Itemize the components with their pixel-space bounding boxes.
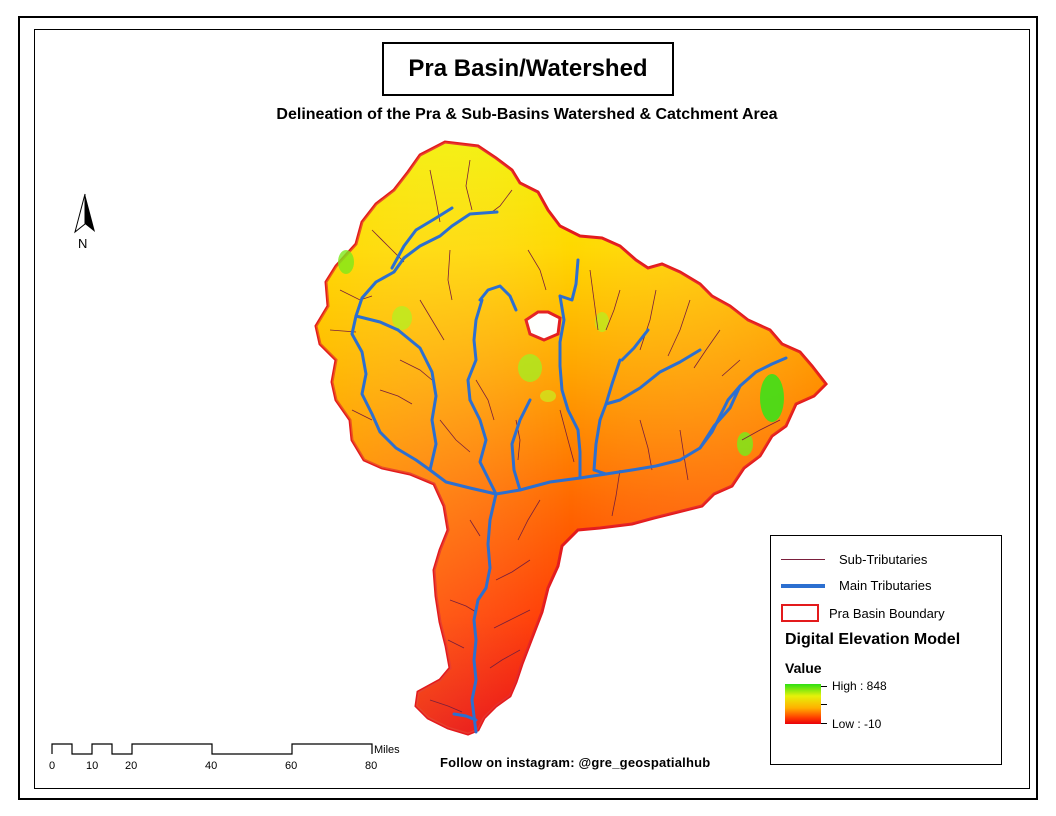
north-arrow-icon — [74, 193, 95, 234]
legend-dem-title: Digital Elevation Model — [785, 631, 961, 648]
ramp-tick-mid — [821, 704, 827, 705]
inner-map-frame — [34, 29, 1030, 789]
legend-item-sub-tributaries: Sub-Tributaries — [781, 552, 927, 567]
legend-label-boundary: Pra Basin Boundary — [829, 605, 945, 621]
outer-map-frame — [18, 16, 1038, 800]
legend-value-label: Value — [785, 660, 822, 676]
credit-text: Follow on instagram: @gre_geospatialhub — [440, 755, 711, 770]
ramp-tick-high — [821, 686, 827, 687]
sub-tributaries-swatch — [781, 559, 825, 560]
map-subtitle: Delineation of the Pra & Sub-Basins Wate… — [276, 106, 778, 123]
legend-item-main-tributaries: Main Tributaries — [781, 578, 931, 593]
scale-label-20: 20 — [125, 760, 138, 772]
legend-item-boundary: Pra Basin Boundary — [781, 604, 945, 622]
scale-label-80: 80 — [365, 760, 378, 772]
boundary-swatch — [781, 604, 819, 622]
map-title: Pra Basin/Watershed — [382, 42, 674, 96]
main-tributaries — [350, 206, 788, 734]
legend-low-label: Low : -10 — [832, 717, 882, 731]
scale-label-40: 40 — [205, 760, 218, 772]
legend-label-main-tributaries: Main Tributaries — [839, 578, 932, 593]
elevation-color-ramp — [785, 684, 821, 724]
legend-label-sub-tributaries: Sub-Tributaries — [839, 552, 928, 567]
scale-label-10: 10 — [86, 760, 99, 772]
scale-label-60: 60 — [285, 760, 298, 772]
north-label: N — [78, 236, 88, 251]
legend-high-label: High : 848 — [832, 679, 887, 693]
scale-label-0: 0 — [49, 760, 56, 772]
scale-bar — [51, 743, 373, 755]
scale-unit: Miles — [374, 744, 400, 756]
main-tributaries-swatch — [781, 583, 825, 588]
basin-polygon — [314, 140, 828, 736]
legend: Sub-Tributaries Main Tributaries Pra Bas… — [770, 535, 1002, 765]
ramp-tick-low — [821, 723, 827, 724]
